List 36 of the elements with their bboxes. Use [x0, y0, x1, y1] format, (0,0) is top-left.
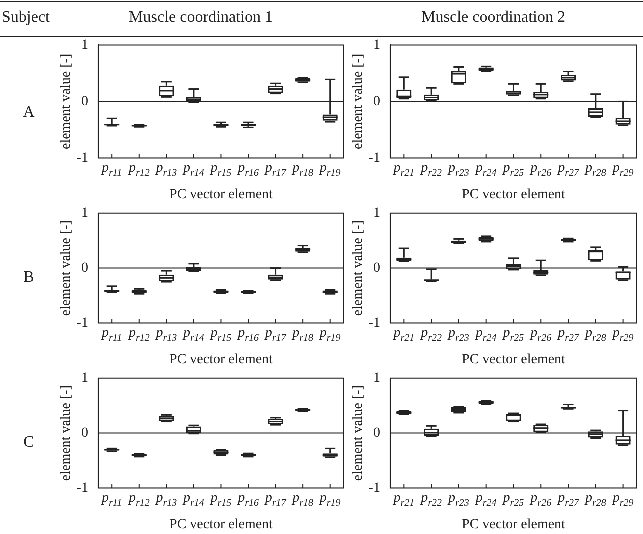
y-tick-label: -1 — [76, 316, 88, 331]
y-tick-label: -1 — [368, 480, 380, 496]
text: C — [22, 434, 36, 452]
y-axis-title: element value [-] — [59, 220, 74, 316]
y-tick-label: 1 — [373, 38, 380, 53]
y-tick-label: -1 — [368, 316, 380, 331]
y-tick-label: -1 — [76, 480, 88, 496]
x-axis-title: PC vector element — [462, 187, 566, 202]
x-axis-title: PC vector element — [170, 187, 274, 202]
y-tick-label: 1 — [81, 371, 88, 386]
y-tick-label: -1 — [76, 150, 88, 166]
y-axis-title: element value [-] — [351, 54, 366, 150]
y-tick-label: 1 — [373, 371, 380, 386]
y-tick-label: 0 — [81, 260, 88, 276]
text: Subject — [2, 9, 50, 27]
y-tick-label: -1 — [368, 150, 380, 166]
y-axis-title: element value [-] — [351, 220, 366, 316]
x-axis-title: PC vector element — [462, 352, 566, 368]
y-axis-title: element value [-] — [351, 385, 366, 482]
y-axis-title: element value [-] — [59, 385, 74, 482]
y-tick-label: 0 — [81, 426, 88, 441]
chart-title: Muscle coordination 2 — [422, 8, 566, 26]
y-tick-label: 0 — [373, 260, 380, 276]
x-axis-title: PC vector element — [170, 517, 274, 532]
text: B — [22, 269, 36, 287]
y-tick-label: 1 — [81, 38, 88, 53]
text: A — [22, 104, 36, 122]
x-axis-title: PC vector element — [462, 517, 566, 532]
chart-title: Muscle coordination 1 — [129, 8, 273, 26]
y-axis-title: element value [-] — [59, 54, 74, 150]
y-tick-label: 1 — [81, 206, 88, 222]
x-axis-title: PC vector element — [170, 352, 274, 368]
y-tick-label: 0 — [373, 426, 380, 441]
y-tick-label: 1 — [373, 206, 380, 222]
y-tick-label: 0 — [81, 94, 88, 110]
y-tick-label: 0 — [373, 94, 380, 110]
